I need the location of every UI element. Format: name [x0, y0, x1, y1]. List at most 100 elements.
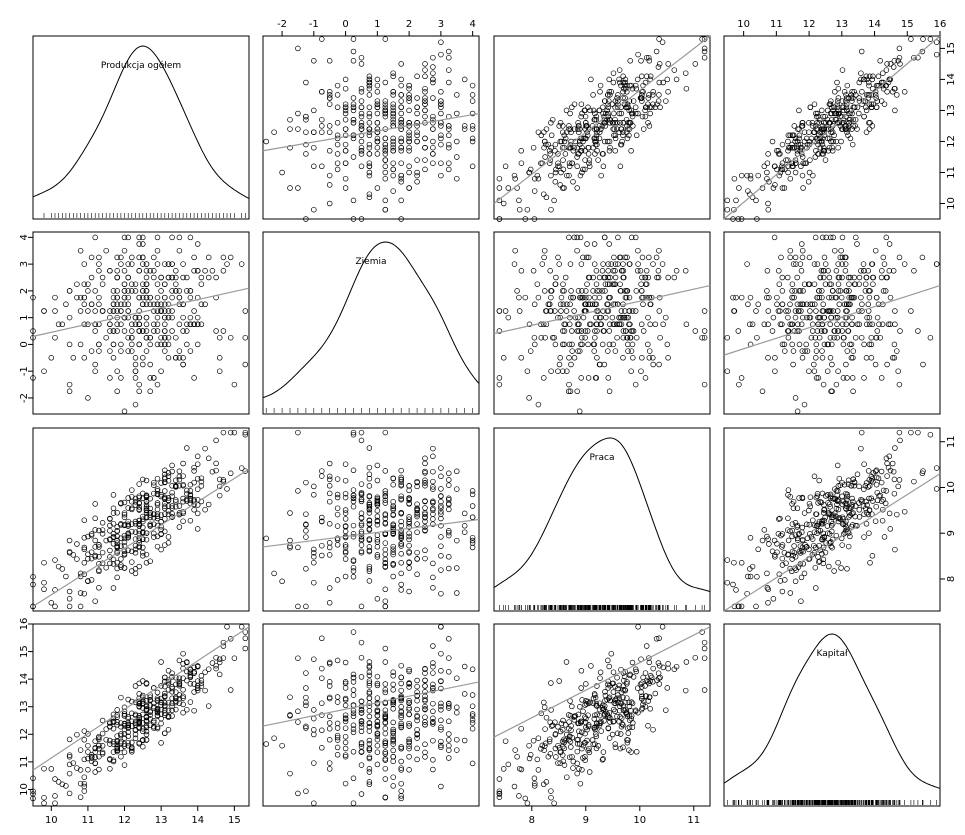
data-point: [858, 70, 864, 76]
data-point: [422, 98, 428, 104]
data-point: [813, 585, 819, 591]
data-point: [390, 669, 396, 675]
data-point: [342, 175, 349, 182]
data-point: [901, 89, 908, 95]
data-point: [610, 120, 617, 126]
data-point: [794, 408, 801, 415]
data-point: [623, 116, 630, 123]
data-point: [622, 254, 628, 261]
data-point: [224, 261, 230, 267]
data-point: [611, 254, 617, 261]
data-point: [169, 505, 175, 511]
data-point: [682, 70, 689, 76]
data-point: [398, 680, 404, 687]
data-point: [287, 126, 293, 132]
data-point: [531, 334, 538, 341]
tick-label: 13: [19, 700, 30, 713]
data-point: [303, 79, 309, 86]
data-point: [643, 268, 650, 274]
data-point: [107, 375, 113, 381]
data-point: [382, 500, 389, 506]
data-point: [829, 123, 836, 129]
data-point: [639, 92, 645, 98]
data-point: [77, 341, 84, 348]
data-point: [136, 328, 142, 334]
data-point: [382, 113, 389, 120]
data-point: [187, 348, 194, 354]
data-point: [911, 478, 917, 485]
data-point: [598, 321, 604, 328]
data-point: [414, 556, 420, 562]
data-point: [628, 110, 635, 117]
data-point: [118, 375, 124, 381]
data-point: [143, 551, 150, 558]
data-point: [822, 261, 829, 267]
data-point: [422, 555, 428, 562]
data-point: [801, 510, 808, 516]
data-point: [143, 504, 150, 510]
data-point: [132, 499, 139, 505]
data-point: [548, 132, 555, 139]
data-point: [622, 288, 628, 294]
data-point: [162, 334, 168, 341]
data-point: [147, 301, 153, 308]
data-point: [845, 543, 852, 550]
data-point: [576, 123, 582, 129]
data-point: [771, 234, 778, 241]
data-point: [154, 281, 161, 287]
data-point: [438, 590, 444, 597]
data-point: [140, 361, 146, 368]
data-point: [869, 553, 876, 559]
data-point: [585, 151, 592, 157]
data-point: [638, 281, 644, 287]
data-point: [779, 274, 786, 281]
data-point: [454, 486, 460, 492]
data-point: [422, 107, 428, 114]
data-point: [774, 294, 780, 301]
data-point: [618, 110, 625, 117]
data-point: [559, 288, 566, 294]
data-point: [551, 197, 557, 204]
data-point: [612, 268, 618, 274]
data-point: [822, 328, 828, 334]
data-point: [350, 775, 357, 782]
data-point: [592, 375, 599, 381]
data-point: [438, 511, 444, 517]
data-point: [854, 471, 861, 478]
data-point: [48, 766, 55, 772]
data-point: [827, 355, 834, 361]
data-point: [826, 144, 833, 151]
data-point: [358, 120, 365, 126]
data-point: [673, 268, 680, 274]
data-point: [795, 321, 801, 328]
data-point: [836, 301, 843, 308]
data-point: [382, 36, 389, 42]
data-point: [660, 321, 666, 328]
data-point: [180, 495, 186, 502]
data-point: [334, 151, 341, 157]
data-point: [596, 288, 602, 294]
data-point: [295, 603, 301, 610]
data-point: [806, 169, 813, 176]
data-point: [382, 107, 389, 114]
data-point: [366, 104, 373, 111]
tick-label: 13: [155, 815, 168, 826]
data-point: [173, 497, 179, 503]
data-point: [326, 760, 333, 766]
data-point: [99, 308, 106, 314]
data-point: [560, 281, 566, 287]
data-point: [683, 85, 690, 92]
data-point: [650, 261, 656, 267]
data-point: [406, 542, 412, 549]
data-point: [548, 172, 554, 179]
data-point: [158, 301, 164, 308]
data-point: [334, 752, 341, 758]
data-point: [342, 477, 349, 484]
data-point: [622, 308, 628, 314]
data-point: [398, 148, 404, 154]
data-point: [469, 82, 476, 89]
data-point: [817, 274, 824, 281]
data-point: [334, 166, 341, 173]
data-point: [422, 113, 428, 120]
data-point: [770, 185, 777, 191]
